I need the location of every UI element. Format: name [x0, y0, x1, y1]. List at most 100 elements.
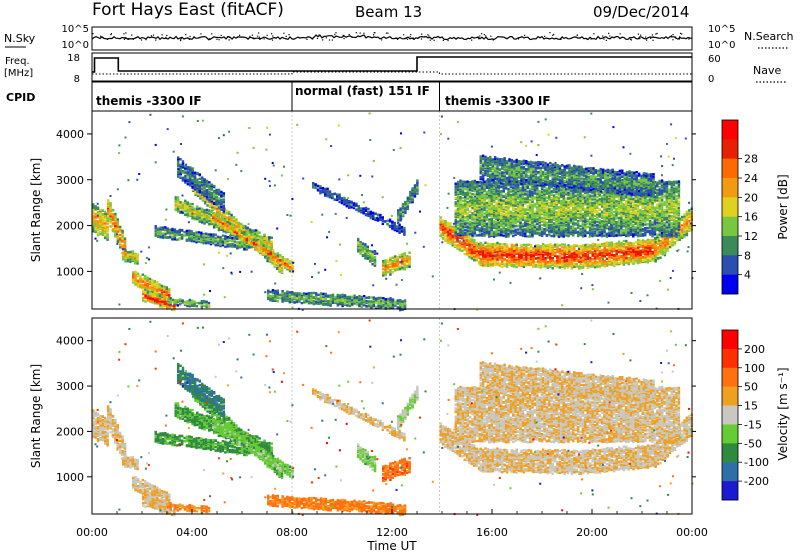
- power-cell: [398, 225, 401, 228]
- power-cell: [610, 241, 614, 244]
- power-cell: [393, 228, 396, 232]
- power-cell: [573, 243, 576, 247]
- power-cell: [136, 284, 140, 287]
- power-cell: [279, 261, 282, 264]
- power-cell: [161, 300, 164, 303]
- power-cell: [213, 204, 216, 208]
- power-cell: [312, 184, 315, 187]
- nsearch-dot: [257, 35, 259, 37]
- power-cell: [214, 243, 217, 246]
- power-cell: [596, 261, 599, 264]
- power-cell: [341, 296, 344, 300]
- power-cell: [365, 299, 368, 303]
- power-cell: [123, 243, 127, 246]
- power-cell: [377, 300, 380, 303]
- power-cell: [222, 198, 225, 201]
- power-cell: [258, 236, 261, 240]
- power-cell: [620, 241, 623, 245]
- power-cell: [321, 189, 324, 192]
- power-cell: [391, 265, 394, 268]
- power-cell: [215, 189, 218, 192]
- power-cell: [463, 252, 466, 256]
- power-cell: [558, 257, 562, 261]
- power-cell: [153, 287, 156, 290]
- power-cell: [399, 302, 402, 305]
- power-cell: [176, 202, 180, 206]
- power-cell: [264, 247, 267, 250]
- power-cell: [193, 216, 197, 219]
- power-cell: [184, 213, 187, 216]
- power-cell: [119, 225, 122, 229]
- power-cell: [346, 297, 349, 300]
- power-cell: [94, 205, 97, 208]
- power-cell: [204, 197, 207, 201]
- power-cell: [163, 305, 166, 308]
- power-cell: [598, 250, 602, 253]
- power-cell: [272, 250, 275, 253]
- power-cell: [164, 235, 167, 238]
- power-cell: [558, 255, 562, 258]
- power-cell: [232, 220, 236, 224]
- power-cell: [408, 262, 411, 265]
- power-cell: [486, 256, 490, 259]
- power-cell: [319, 295, 323, 298]
- power-cell: [382, 297, 385, 300]
- power-cell: [193, 171, 197, 174]
- power-cell: [126, 251, 130, 254]
- power-cell: [286, 266, 289, 270]
- power-cell: [178, 233, 181, 237]
- power-cell: [416, 189, 419, 193]
- power-cell: [196, 184, 199, 187]
- power-cell: [154, 298, 157, 301]
- power-cell: [274, 291, 277, 294]
- power-cell: [238, 241, 241, 244]
- power-cell: [446, 231, 450, 235]
- power-cell: [139, 283, 142, 287]
- power-cell: [369, 212, 372, 215]
- power-cell: [565, 251, 569, 255]
- power-cell: [384, 220, 387, 223]
- power-cell: [468, 256, 471, 259]
- power-cell: [238, 229, 241, 232]
- power-cell: [146, 286, 149, 289]
- nsearch-dot: [679, 36, 681, 38]
- power-cell: [286, 262, 289, 265]
- nsearch-dot: [672, 34, 674, 36]
- power-cell: [279, 297, 282, 300]
- power-cell: [144, 285, 147, 289]
- power-cell: [281, 290, 284, 293]
- power-cell: [389, 306, 392, 309]
- power-cell: [493, 263, 497, 266]
- nsearch-dot: [363, 32, 365, 34]
- power-cell: [305, 299, 308, 302]
- power-cell: [186, 183, 189, 186]
- power-cell: [165, 287, 168, 291]
- power-cell: [220, 228, 223, 231]
- power-cell: [391, 221, 394, 224]
- power-cell: [99, 233, 102, 236]
- power-cell: [463, 234, 466, 238]
- power-cell: [291, 267, 294, 270]
- power-cell: [183, 234, 186, 237]
- nsearch-dot: [602, 35, 604, 37]
- power-cell: [598, 256, 602, 260]
- power-cell: [96, 220, 100, 223]
- freq-label-1: Freq.: [5, 56, 30, 67]
- power-cell: [220, 205, 223, 208]
- power-cell: [121, 246, 124, 249]
- power-cell: [505, 247, 509, 250]
- power-cell: [213, 207, 216, 210]
- power-cell: [136, 275, 140, 278]
- power-cell: [553, 249, 557, 253]
- power-cell: [216, 223, 220, 227]
- power-cell: [176, 196, 180, 199]
- power-cell: [269, 249, 272, 252]
- power-cell: [156, 295, 159, 298]
- power-cell: [198, 186, 201, 190]
- power-cell: [111, 228, 115, 231]
- power-cell: [124, 249, 127, 252]
- power-cell: [177, 171, 180, 174]
- power-cell: [94, 219, 97, 222]
- power-cell: [575, 257, 578, 261]
- power-cell: [373, 262, 377, 266]
